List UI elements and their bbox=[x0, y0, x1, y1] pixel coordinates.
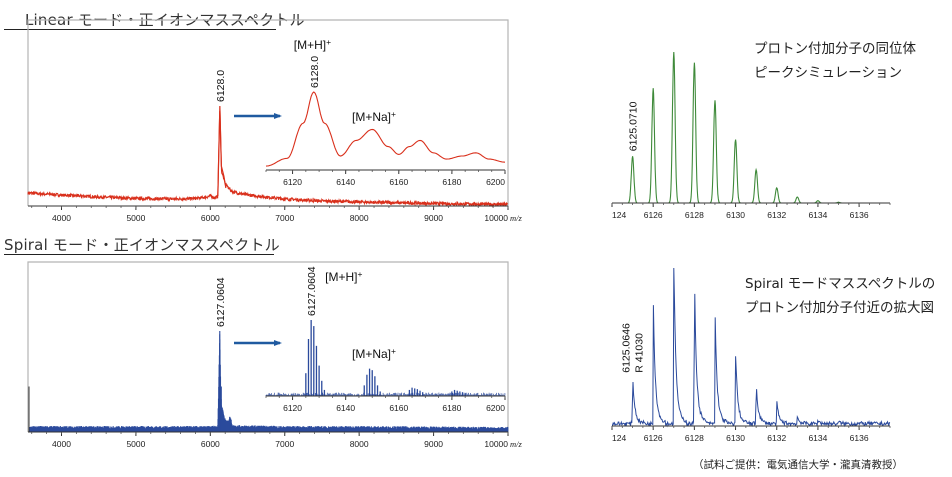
x-tick-label: 124 bbox=[612, 433, 626, 443]
mna-ion-label: [M+Na]+ bbox=[352, 109, 396, 124]
spiral-zoom-caption: Spiral モードマススペクトルの プロトン付加分子付近の拡大図 bbox=[745, 272, 935, 320]
linear-peak-mark bbox=[217, 105, 227, 197]
x-tick-label: 6136 bbox=[850, 433, 869, 443]
x-tick-label: 6180 bbox=[442, 177, 461, 187]
x-tick-label: 5000 bbox=[126, 439, 145, 449]
simulation-chart: 124 6126 6128 6130 6132 6134 6136 6125.0710 bbox=[611, 51, 891, 220]
spiral-full-chart: 6127.0604 4000 5000 6000 7000 8000 9000 10000 m/… bbox=[27, 261, 523, 449]
spiral-zoom-peak-label: 6125.0646 bbox=[621, 323, 633, 373]
spiral-zoom-trace bbox=[611, 267, 891, 428]
plot-frame bbox=[27, 19, 509, 206]
spiral-zoom-chart: 124 6126 6128 6130 6132 6134 6136 6125.0646 R 41… bbox=[611, 267, 891, 443]
spiral-peak-mark bbox=[219, 331, 231, 432]
linear-peak-label: 6128.0 bbox=[215, 70, 227, 102]
x-tick-label: 6126 bbox=[644, 433, 663, 443]
x-tick-label: 7000 bbox=[275, 213, 294, 223]
x-tick-label: 6000 bbox=[201, 439, 220, 449]
x-axis-unit: m/z bbox=[510, 213, 523, 223]
sample-credit: （試料ご提供：電気通信大学・瀧真清教授） bbox=[693, 459, 903, 471]
x-axis-unit: m/z bbox=[510, 439, 523, 449]
simulation-trace bbox=[612, 51, 890, 204]
x-tick-label: 6134 bbox=[808, 433, 827, 443]
x-tick-label: 6132 bbox=[767, 210, 786, 220]
resolution-label: R 41030 bbox=[634, 333, 646, 373]
x-tick-label: 6140 bbox=[336, 177, 355, 187]
x-tick-label: 124 bbox=[612, 210, 626, 220]
x-tick-label: 6200 bbox=[486, 403, 505, 413]
x-tick-label: 6132 bbox=[767, 433, 786, 443]
x-tick-label: 6180 bbox=[442, 403, 461, 413]
simulation-caption-line1: プロトン付加分子の同位体 bbox=[754, 41, 916, 57]
mna-ion-label: [M+Na]+ bbox=[352, 346, 396, 361]
x-tick-label: 9000 bbox=[424, 439, 443, 449]
x-tick-label: 5000 bbox=[126, 213, 145, 223]
x-tick-label: 6120 bbox=[283, 403, 302, 413]
x-tick-label: 6200 bbox=[486, 177, 505, 187]
x-tick-label: 6128 bbox=[685, 433, 704, 443]
x-tick-label: 6000 bbox=[201, 213, 220, 223]
x-tick-label: 8000 bbox=[350, 439, 369, 449]
mh-ion-label: [M+H]+ bbox=[325, 269, 362, 284]
linear-title-underline bbox=[4, 29, 276, 30]
x-tick-label: 6120 bbox=[283, 177, 302, 187]
spiral-inset-baseline bbox=[265, 392, 506, 396]
linear-full-chart: 6128.0 4000 5000 6000 7000 8000 9000 10000 m/z bbox=[27, 19, 523, 223]
x-tick-label: 8000 bbox=[350, 213, 369, 223]
spiral-inset-peak-label: 6127.0604 bbox=[306, 266, 318, 316]
simulation-peak-label: 6125.0710 bbox=[628, 101, 640, 151]
linear-inset-chart: 6120 6140 6160 6180 6200 6128.0 [M+H]+ [M+Na]+ bbox=[265, 37, 506, 187]
mh-ion-label: [M+H]+ bbox=[294, 37, 331, 52]
spiral-section-title: Spiral モード・正イオンマススペクトル bbox=[4, 236, 280, 254]
x-tick-label: 6130 bbox=[726, 433, 745, 443]
spiral-zoom-caption-line2: プロトン付加分子付近の拡大図 bbox=[745, 300, 934, 316]
simulation-caption: プロトン付加分子の同位体 ピークシミュレーション bbox=[754, 37, 916, 85]
x-tick-label: 6140 bbox=[336, 403, 355, 413]
simulation-caption-line2: ピークシミュレーション bbox=[754, 65, 902, 81]
x-tick-label: 4000 bbox=[52, 213, 71, 223]
x-tick-label: 6128 bbox=[685, 210, 704, 220]
plot-frame bbox=[27, 261, 509, 432]
spiral-peak-label: 6127.0604 bbox=[215, 277, 227, 327]
x-tick-label: 6134 bbox=[808, 210, 827, 220]
spiral-zoom-caption-line1: Spiral モードマススペクトルの bbox=[745, 276, 936, 292]
x-tick-label: 9000 bbox=[424, 213, 443, 223]
linear-spectrum-trace bbox=[27, 110, 509, 208]
x-tick-label: 10000 bbox=[484, 439, 508, 449]
x-tick-label: 4000 bbox=[52, 439, 71, 449]
spiral-spectrum-trace bbox=[29, 334, 509, 432]
x-tick-label: 6130 bbox=[726, 210, 745, 220]
linear-inset-trace bbox=[265, 91, 506, 167]
x-tick-label: 6160 bbox=[389, 177, 408, 187]
linear-inset-peak-label: 6128.0 bbox=[309, 56, 321, 88]
x-tick-label: 6136 bbox=[850, 210, 869, 220]
x-tick-label: 6126 bbox=[644, 210, 663, 220]
x-tick-label: 10000 bbox=[484, 213, 508, 223]
x-tick-label: 6160 bbox=[389, 403, 408, 413]
x-tick-label: 7000 bbox=[275, 439, 294, 449]
spiral-title-underline bbox=[4, 254, 274, 255]
spiral-inset-chart: 6120 6140 6160 6180 6200 6127.0604 [M+H]+ [M+Na… bbox=[265, 266, 506, 413]
